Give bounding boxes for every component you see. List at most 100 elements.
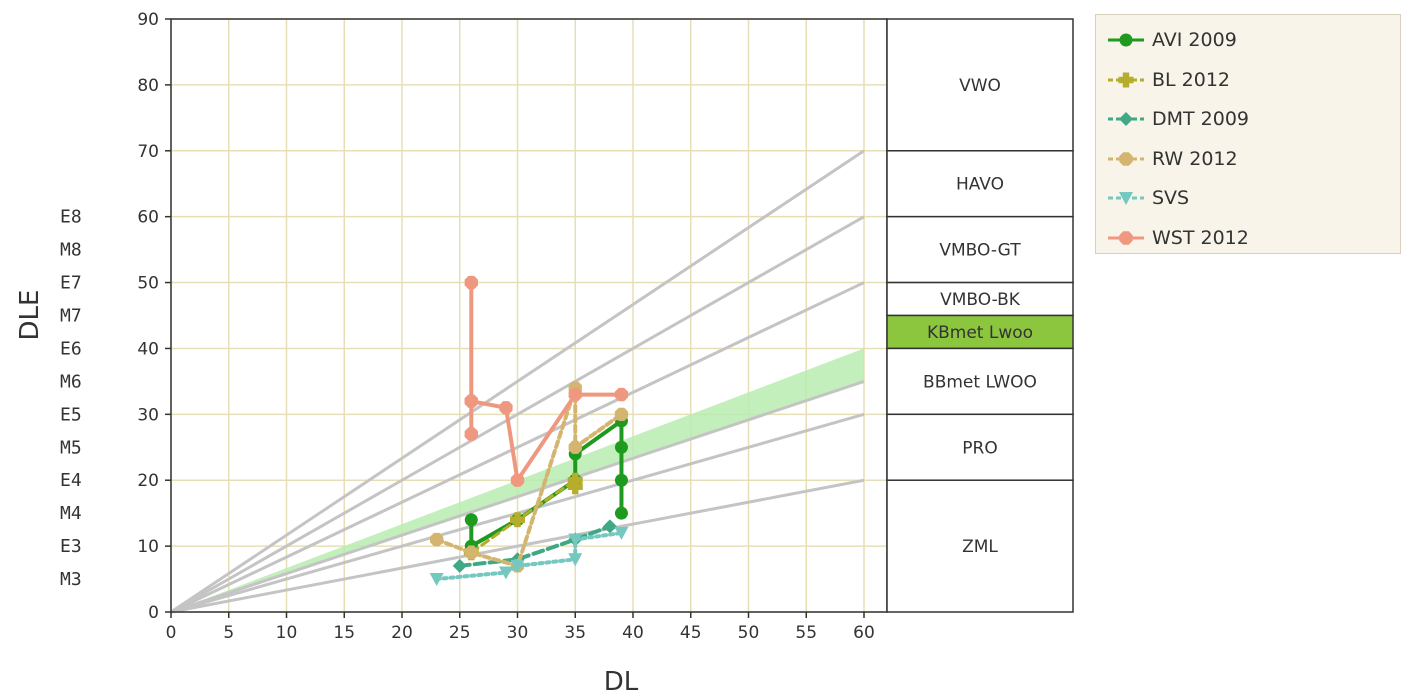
- category-box: [886, 347, 1074, 416]
- legend-item: WST 2012: [1106, 225, 1249, 251]
- data-point: [614, 506, 628, 520]
- data-point: [614, 387, 629, 402]
- level-label: M8: [60, 240, 82, 261]
- legend-item: RW 2012: [1106, 146, 1238, 172]
- y-tick-label: 10: [137, 537, 159, 557]
- legend-label: DMT 2009: [1152, 108, 1250, 130]
- y-tick-label: 60: [137, 208, 159, 228]
- series-wst-2012: [464, 275, 629, 487]
- x-tick-label: 0: [166, 623, 177, 643]
- legend-label: SVS: [1152, 187, 1190, 209]
- data-point: [510, 473, 525, 487]
- level-label: E7: [60, 273, 82, 294]
- legend-swatch: [1108, 33, 1144, 47]
- y-tick-label: 0: [148, 603, 159, 623]
- level-label: E6: [60, 338, 82, 359]
- data-point: [614, 407, 629, 421]
- x-tick-label: 30: [507, 623, 529, 643]
- level-label: M6: [60, 371, 82, 392]
- y-tick-label: 20: [137, 471, 159, 491]
- legend-swatch: [1108, 112, 1144, 126]
- legend-marker: [1119, 151, 1133, 166]
- category-label: ZML: [962, 537, 998, 557]
- category-box: [886, 150, 1074, 218]
- level-label: E4: [60, 470, 82, 491]
- legend-label: WST 2012: [1152, 226, 1249, 249]
- category-label: PRO: [962, 438, 997, 458]
- data-point: [464, 427, 478, 441]
- y-tick-label: 90: [137, 10, 159, 30]
- data-point: [498, 566, 513, 580]
- data-point: [568, 533, 583, 547]
- data-point: [429, 573, 444, 587]
- x-axis-title: DL: [604, 667, 639, 697]
- data-point: [464, 394, 478, 408]
- x-tick-label: 45: [680, 623, 702, 643]
- y-tick-label: 40: [137, 339, 159, 359]
- reference-line: [170, 379, 865, 614]
- x-tick-label: 20: [391, 623, 413, 643]
- data-point: [430, 532, 444, 547]
- legend-swatch: [1108, 192, 1144, 205]
- data-point: [568, 387, 582, 402]
- level-label: M4: [60, 503, 82, 524]
- legend-swatch: [1108, 151, 1144, 166]
- category-label: KBmet Lwoo: [927, 323, 1033, 343]
- x-tick-label: 55: [795, 623, 817, 643]
- category-box: [886, 413, 1074, 481]
- data-point: [614, 526, 629, 540]
- level-label: E5: [60, 404, 82, 425]
- y-tick-label: 50: [137, 274, 159, 294]
- data-point: [614, 473, 628, 487]
- labels: 0 5 10 15 20 25 30 35 40 45 50 55 60 0 10 20 30 40 50 60 70 8…: [15, 10, 875, 697]
- series-svs: [429, 526, 629, 587]
- legend-item: SVS: [1106, 185, 1189, 211]
- y-tick-label: 80: [137, 76, 159, 96]
- legend-marker: [1118, 72, 1134, 87]
- legend-item: BL 2012: [1106, 67, 1230, 93]
- legend-marker: [1119, 230, 1133, 245]
- series-line: [434, 530, 624, 582]
- data-point: [568, 440, 582, 454]
- x-tick-label: 10: [276, 623, 298, 643]
- legend-swatch: [1108, 72, 1144, 87]
- series-layer: [429, 275, 629, 587]
- legend-marker: [1119, 112, 1133, 126]
- data-point: [510, 559, 525, 573]
- data-point: [464, 546, 478, 560]
- category-label: BBmet LWOO: [923, 372, 1037, 392]
- legend-item: DMT 2009: [1106, 106, 1249, 132]
- reference-line: [170, 149, 865, 614]
- reference-line: [170, 215, 865, 614]
- data-point: [464, 275, 478, 290]
- data-point: [510, 512, 525, 528]
- level-label: E8: [60, 207, 82, 228]
- data-point: [567, 479, 583, 495]
- category-panel: VWO HAVO VMBO-GT VMBO-BK KBmet Lwoo BBmet LWO…: [886, 18, 1074, 613]
- data-point: [464, 513, 478, 527]
- legend-marker: [1119, 33, 1133, 47]
- x-tick-label: 40: [622, 623, 644, 643]
- legend-swatch: [1108, 230, 1144, 245]
- y-axis-title: DLE: [15, 290, 45, 341]
- level-label: M3: [60, 569, 82, 590]
- y-tick-label: 30: [137, 405, 159, 425]
- x-tick-label: 5: [223, 623, 234, 643]
- data-point: [568, 553, 583, 567]
- data-point: [452, 558, 467, 573]
- reference-line: [170, 478, 865, 614]
- data-point: [602, 519, 617, 534]
- x-tick-label: 50: [738, 623, 760, 643]
- x-tick-label: 15: [333, 623, 355, 643]
- data-point: [614, 440, 628, 454]
- category-label: VMBO-BK: [940, 290, 1021, 310]
- level-label: M5: [60, 437, 82, 458]
- legend-label: AVI 2009: [1152, 29, 1237, 51]
- y-tick-label: 70: [137, 142, 159, 162]
- x-tick-label: 25: [449, 623, 471, 643]
- plot-area: [171, 19, 887, 612]
- reference-lines: [170, 149, 865, 614]
- x-tick-label: 60: [853, 623, 875, 643]
- level-label: E3: [60, 536, 82, 557]
